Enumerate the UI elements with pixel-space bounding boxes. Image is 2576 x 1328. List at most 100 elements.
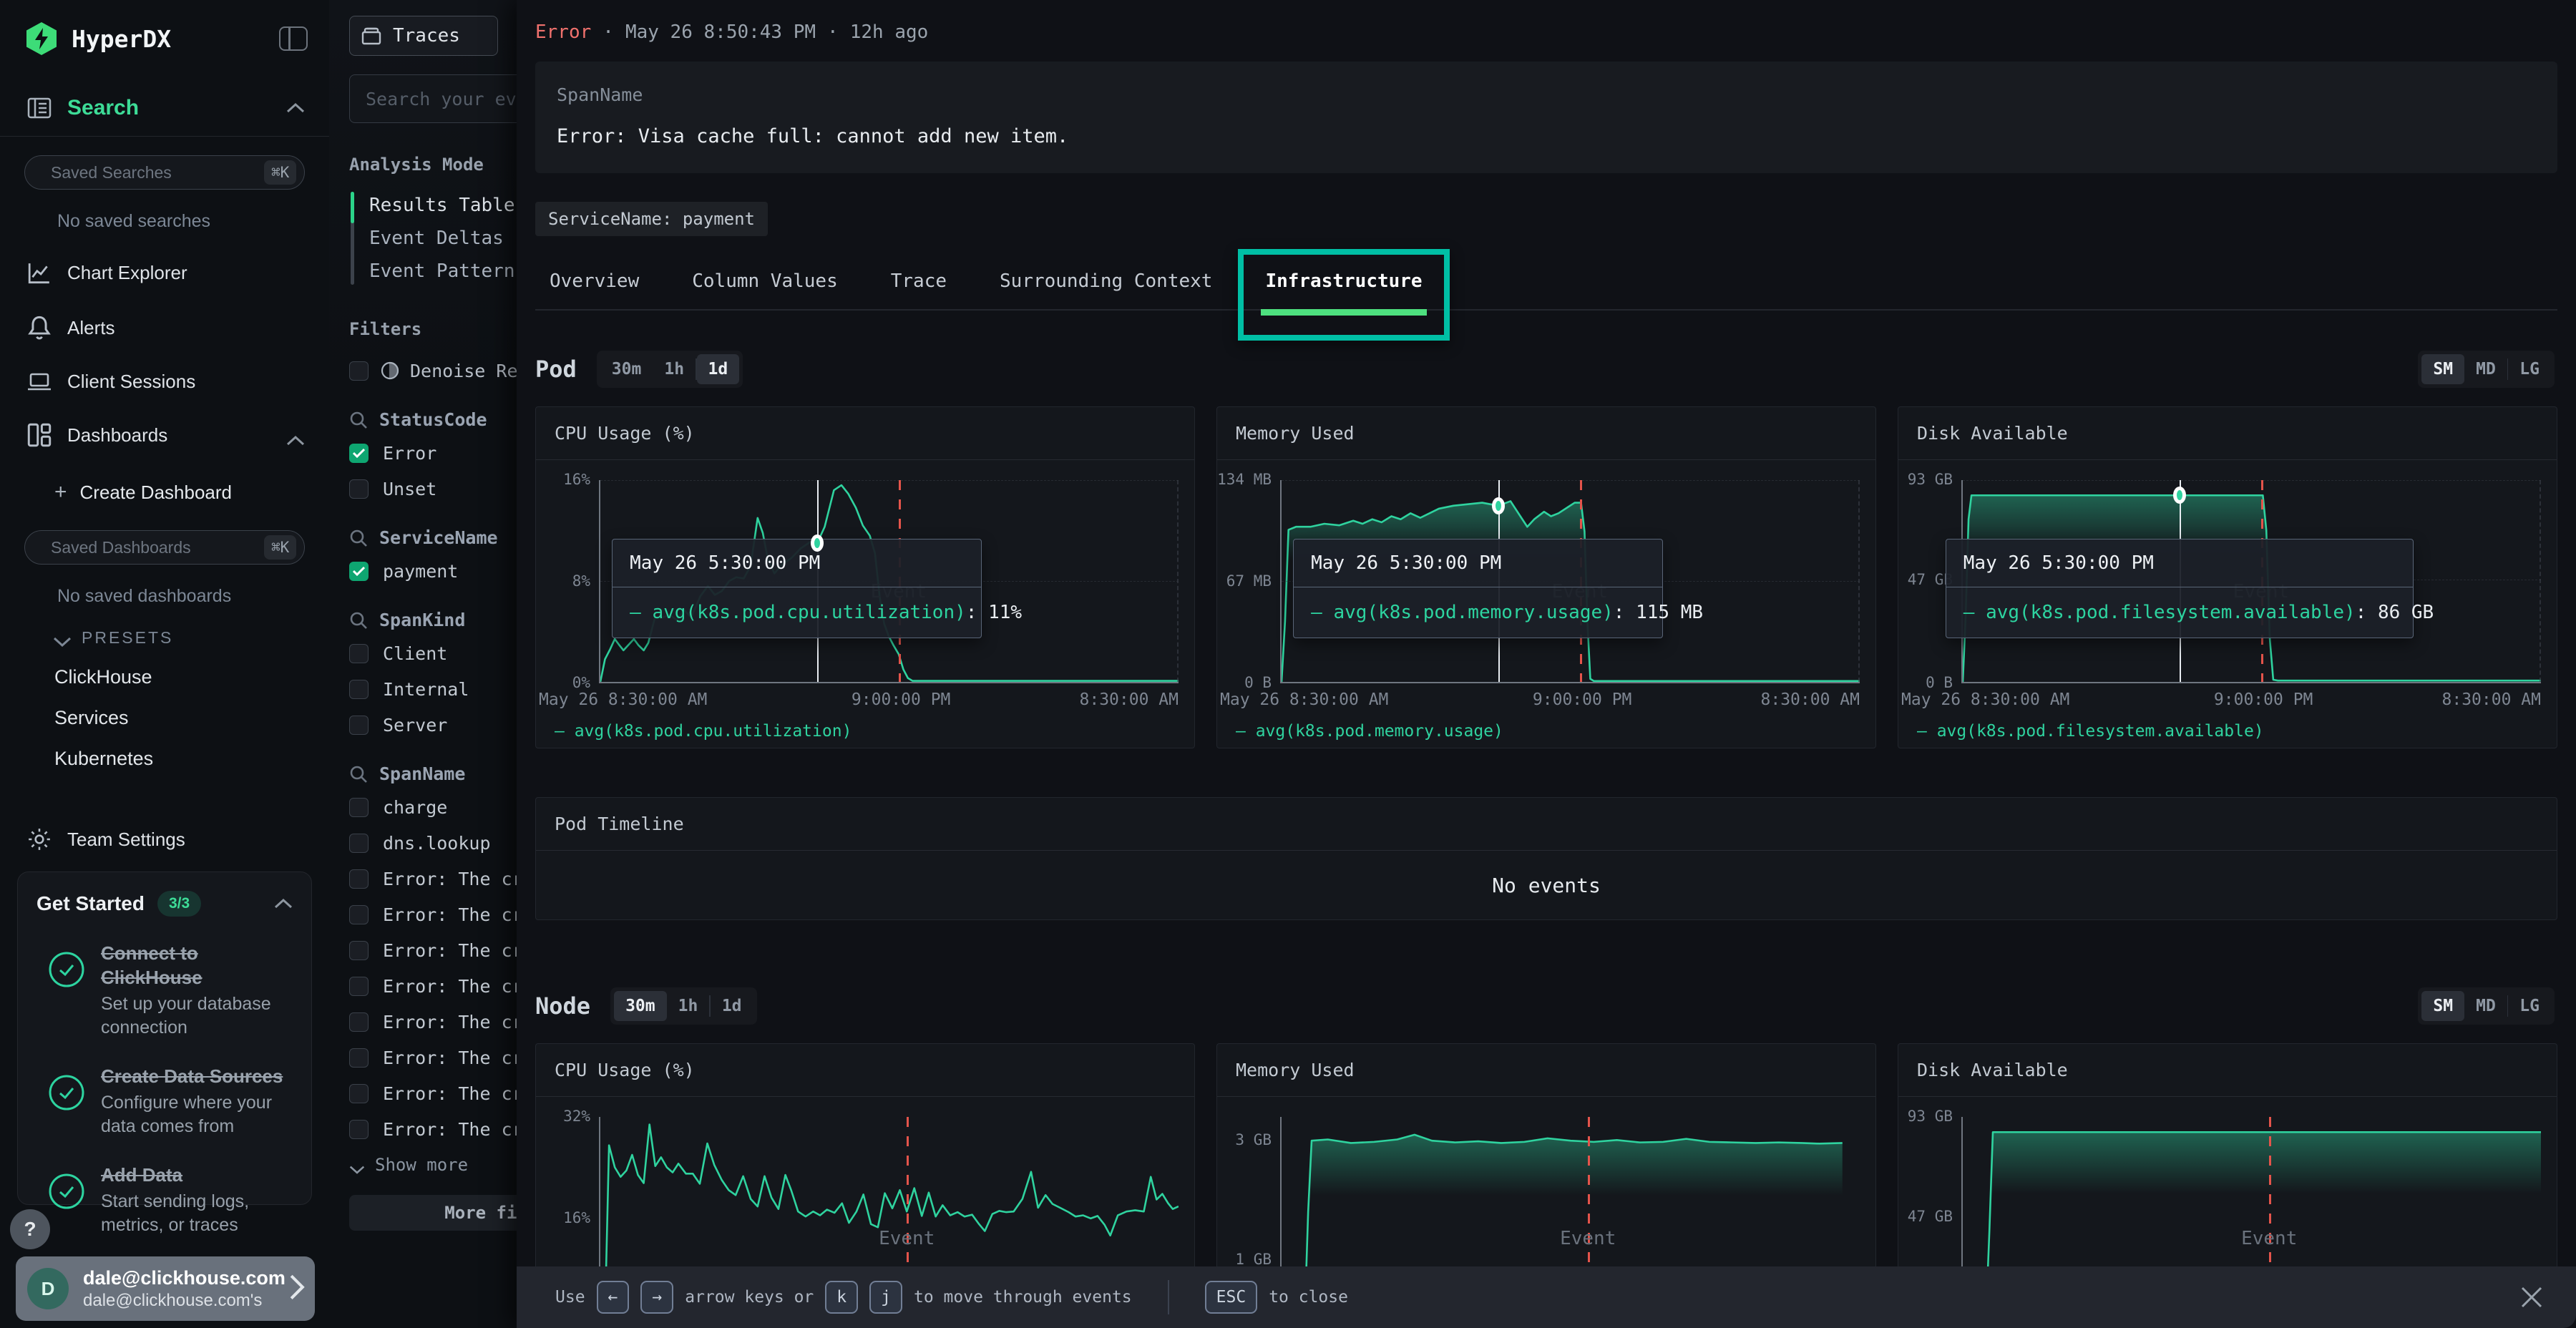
range-30m-button[interactable]: 30m	[614, 991, 667, 1021]
filter-option[interactable]: Error: The cr	[349, 1045, 801, 1070]
show-more-button[interactable]: Show more	[349, 1155, 801, 1175]
size-md-button[interactable]: MD	[2476, 997, 2496, 1015]
mode-event-patterns[interactable]: Event Patterns	[369, 260, 527, 282]
chevron-right-icon	[289, 1274, 305, 1304]
get-started-task[interactable]: Connect to ClickHouse Set up your databa…	[36, 941, 293, 1040]
user-menu[interactable]: D dale@clickhouse.com dale@clickhouse.co…	[16, 1256, 315, 1321]
sidebar-item-services[interactable]: Services	[54, 707, 129, 729]
get-started-task[interactable]: Create Data Sources Configure where your…	[36, 1064, 293, 1138]
filter-option[interactable]: Unset	[349, 476, 801, 502]
tab-overview[interactable]: Overview	[550, 270, 640, 292]
filter-option[interactable]: Error: The cr	[349, 866, 801, 892]
tab-infrastructure[interactable]: Infrastructure	[1238, 249, 1450, 341]
search-icon[interactable]	[349, 765, 368, 783]
chevron-up-icon[interactable]	[286, 429, 305, 446]
filter-option[interactable]: Server	[349, 712, 801, 738]
sidebar-item-alerts[interactable]: Alerts	[0, 315, 329, 341]
esc-key[interactable]: ESC	[1204, 1281, 1258, 1314]
search-icon[interactable]	[349, 611, 368, 630]
checkbox-unchecked[interactable]	[349, 1012, 369, 1032]
range-1h-button[interactable]: 1h	[678, 997, 698, 1015]
pod-cpu-plot[interactable]: Event May 26 5:30:00 PM — avg(k8s.pod.cp…	[599, 480, 1179, 683]
filter-option[interactable]: payment	[349, 558, 801, 584]
filter-option[interactable]: charge	[349, 794, 801, 820]
saved-dashboards-search[interactable]: ⌘K	[24, 530, 305, 565]
sidebar-collapse-icon[interactable]	[279, 26, 308, 51]
search-icon[interactable]	[349, 411, 368, 429]
range-30m-button[interactable]: 30m	[611, 360, 642, 379]
checkbox-unchecked[interactable]	[349, 904, 369, 924]
checkbox-unchecked[interactable]	[349, 479, 369, 499]
range-1h-button[interactable]: 1h	[664, 360, 685, 379]
mode-event-deltas[interactable]: Event Deltas	[369, 228, 504, 249]
size-sm-button[interactable]: SM	[2421, 354, 2465, 384]
service-name-chip[interactable]: ServiceName: payment	[535, 202, 768, 236]
filter-option[interactable]: Error: The cr	[349, 1009, 801, 1035]
filter-option[interactable]: Error: The cr	[349, 973, 801, 999]
filter-option[interactable]: Error	[349, 440, 801, 466]
checkbox-unchecked[interactable]	[349, 1048, 369, 1068]
range-1d-button[interactable]: 1d	[696, 354, 740, 384]
sidebar-item-clickhouse[interactable]: ClickHouse	[54, 666, 152, 688]
filter-option[interactable]: Error: The cr	[349, 1080, 801, 1106]
checkbox-unchecked[interactable]	[349, 715, 369, 735]
chart-explorer-icon	[27, 262, 52, 285]
create-dashboard-button[interactable]: + Create Dashboard	[54, 480, 329, 504]
checkbox-unchecked[interactable]	[349, 940, 369, 960]
size-sm-button[interactable]: SM	[2421, 991, 2465, 1021]
saved-searches-search[interactable]: ⌘K	[24, 155, 305, 190]
tab-trace[interactable]: Trace	[890, 270, 947, 292]
close-icon[interactable]	[2519, 1284, 2545, 1310]
checkbox-unchecked[interactable]	[349, 1083, 369, 1103]
tab-surrounding-context[interactable]: Surrounding Context	[1000, 270, 1213, 292]
right-arrow-key[interactable]: →	[640, 1281, 674, 1314]
filter-option[interactable]: dns.lookup	[349, 830, 801, 856]
checkbox-unchecked[interactable]	[349, 679, 369, 699]
sidebar-item-chart-explorer[interactable]: Chart Explorer	[0, 262, 329, 285]
checkbox-unchecked[interactable]	[349, 797, 369, 817]
mode-results-table[interactable]: Results Table	[369, 195, 515, 216]
tab-column-values[interactable]: Column Values	[692, 270, 838, 292]
sidebar-item-client-sessions[interactable]: Client Sessions	[0, 371, 329, 393]
source-select[interactable]: Traces	[349, 16, 498, 56]
filter-option[interactable]: Error: The cr	[349, 902, 801, 927]
range-1d-button[interactable]: 1d	[721, 997, 742, 1015]
filter-option[interactable]: Client	[349, 640, 801, 666]
get-started-title: Get Started	[36, 892, 145, 914]
get-started-progress-badge: 3/3	[157, 891, 202, 917]
shortcut-badge: ⌘K	[264, 535, 297, 560]
sidebar-item-dashboards[interactable]: Dashboards	[0, 423, 329, 447]
checkbox-unchecked[interactable]	[349, 1119, 369, 1139]
checkbox-checked[interactable]	[349, 561, 369, 581]
saved-searches-input[interactable]	[49, 162, 264, 183]
saved-dashboards-input[interactable]	[49, 537, 264, 558]
checkbox-unchecked[interactable]	[349, 976, 369, 996]
filter-option[interactable]: Error: The cr	[349, 937, 801, 963]
checkbox-unchecked[interactable]	[349, 869, 369, 889]
filter-option[interactable]: Error: The cr	[349, 1116, 801, 1142]
chevron-up-icon[interactable]	[286, 102, 305, 114]
size-lg-button[interactable]: LG	[2519, 360, 2540, 379]
j-key[interactable]: j	[869, 1281, 902, 1314]
presets-toggle[interactable]: PRESETS	[53, 628, 329, 648]
sidebar-item-search[interactable]: Search	[0, 96, 329, 120]
size-md-button[interactable]: MD	[2476, 360, 2496, 379]
checkbox-unchecked[interactable]	[349, 361, 369, 381]
help-button[interactable]: ?	[10, 1209, 50, 1249]
sidebar-item-kubernetes[interactable]: Kubernetes	[54, 748, 154, 770]
pod-disk-plot[interactable]: Event May 26 5:30:00 PM — avg(k8s.pod.fi…	[1945, 480, 2541, 683]
left-arrow-key[interactable]: ←	[596, 1281, 630, 1314]
k-key[interactable]: k	[825, 1281, 859, 1314]
checkbox-checked[interactable]	[349, 443, 369, 463]
checkbox-unchecked[interactable]	[349, 833, 369, 853]
sidebar-item-team-settings[interactable]: Team Settings	[0, 827, 329, 851]
filter-option[interactable]: Internal	[349, 676, 801, 702]
filter-option-label: dns.lookup	[383, 832, 491, 854]
size-lg-button[interactable]: LG	[2519, 997, 2540, 1015]
pod-memory-plot[interactable]: Event May 26 5:30:00 PM — avg(k8s.pod.me…	[1280, 480, 1860, 683]
checkbox-unchecked[interactable]	[349, 643, 369, 663]
search-icon[interactable]	[349, 529, 368, 547]
get-started-task[interactable]: Add Data Start sending logs, metrics, or…	[36, 1163, 293, 1237]
chevron-up-icon[interactable]	[274, 898, 293, 909]
